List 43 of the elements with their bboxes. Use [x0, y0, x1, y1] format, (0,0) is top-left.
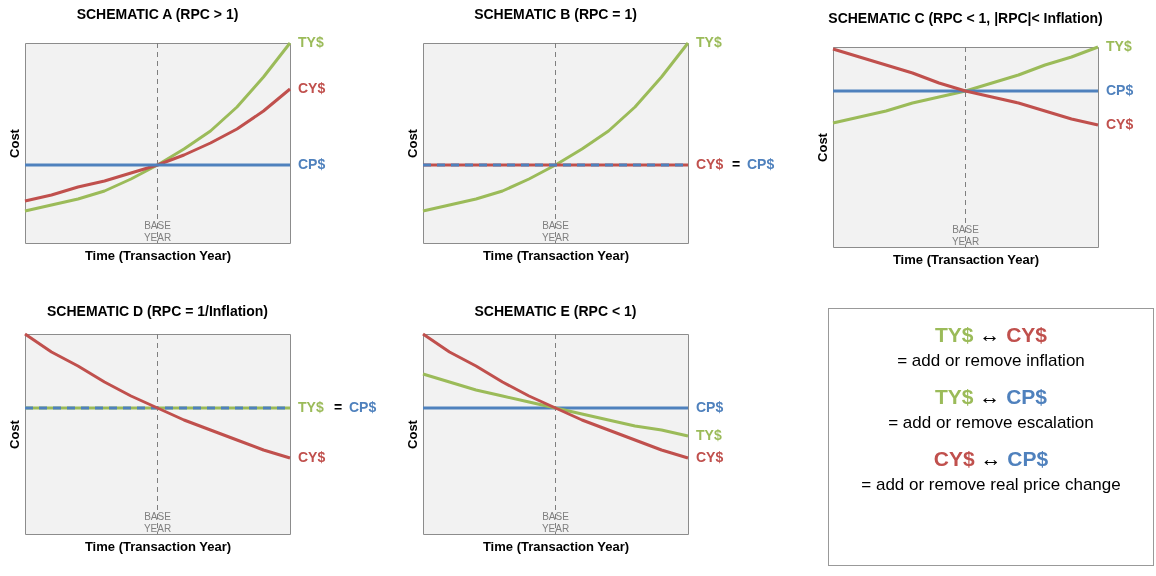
y-axis-title: Cost — [404, 419, 420, 449]
x-axis-title: Time (Transaction Year) — [482, 247, 630, 263]
y-axis-title: Cost — [6, 128, 22, 158]
annotation: BASE YEAR — [143, 220, 172, 243]
series-label: CY$ — [696, 449, 724, 465]
series-label: TY$ — [1106, 38, 1132, 54]
series-label: TY$ — [696, 34, 722, 50]
chart-title: SCHEMATIC A (RPC > 1) — [76, 6, 239, 22]
text: CY$ ↔ CP$ — [933, 447, 1049, 470]
text: TY$ ↔ CP$ — [934, 385, 1048, 408]
chart-title: SCHEMATIC C (RPC < 1, |RPC|< Inflation) — [828, 10, 1103, 26]
text: CP$ — [747, 156, 775, 172]
series-label: CY$ — [298, 449, 326, 465]
series-label: CP$ — [696, 399, 724, 415]
x-axis-title: Time (Transaction Year) — [482, 538, 630, 554]
y-axis-title: Cost — [404, 128, 420, 158]
series-label: TY$ — [696, 427, 722, 443]
chart-title: SCHEMATIC D (RPC = 1/Inflation) — [46, 302, 269, 319]
annotation: BASE YEAR — [951, 224, 980, 247]
annotation: BASE YEAR — [143, 511, 172, 534]
series-label: CY$ — [696, 156, 724, 172]
y-axis-title: Cost — [814, 132, 830, 162]
text: = add or remove real price change — [860, 475, 1122, 495]
series-label: TY$ — [298, 399, 324, 415]
series-label: TY$ — [298, 34, 324, 50]
annotation: BASE YEAR — [541, 511, 570, 534]
text: CP$ — [349, 399, 377, 415]
series-label: CP$ — [298, 156, 326, 172]
series-label: CY$ — [1106, 116, 1134, 132]
text: = add or remove escalation — [887, 413, 1095, 433]
x-axis-title: Time (Transaction Year) — [892, 251, 1040, 267]
text: = — [732, 156, 741, 172]
series-label: CY$ — [298, 80, 326, 96]
x-axis-title: Time (Transaction Year) — [84, 247, 232, 263]
text: = add or remove inflation — [896, 351, 1086, 371]
chart-title: SCHEMATIC B (RPC = 1) — [474, 6, 637, 22]
series-label: CP$ — [1106, 82, 1134, 98]
chart-title: SCHEMATIC E (RPC < 1) — [474, 302, 637, 319]
y-axis-title: Cost — [6, 419, 22, 449]
annotation: BASE YEAR — [541, 220, 570, 243]
text: TY$ ↔ CY$ — [934, 323, 1048, 346]
x-axis-title: Time (Transaction Year) — [84, 538, 232, 554]
text: = — [334, 399, 343, 415]
